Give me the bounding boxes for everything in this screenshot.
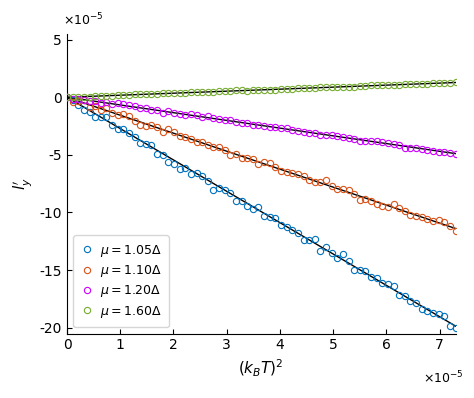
$\mu = 1.10\Delta$ — [165, 127, 171, 132]
$\mu = 1.20\Delta$ — [154, 108, 160, 113]
$\mu = 1.05\Delta$ — [154, 152, 160, 156]
$\mu = 1.60\Delta$ — [64, 95, 70, 100]
$\mu = 1.20\Delta$ — [391, 141, 396, 146]
Line: $\mu = 1.10\Delta$: $\mu = 1.10\Delta$ — [64, 94, 459, 234]
$\mu = 1.05\Delta$ — [278, 222, 284, 227]
$\mu = 1.10\Delta$ — [391, 201, 396, 206]
$\mu = 1.60\Delta$ — [165, 91, 171, 96]
Text: $\times 10^{-5}$: $\times 10^{-5}$ — [423, 369, 463, 386]
$\mu = 1.20\Delta$ — [278, 125, 284, 130]
Text: $\times 10^{-5}$: $\times 10^{-5}$ — [63, 11, 104, 28]
$\mu = 1.60\Delta$ — [154, 91, 160, 96]
$\mu = 1.60\Delta$ — [396, 82, 402, 87]
$\mu = 1.60\Delta$ — [278, 87, 284, 92]
$\mu = 1.10\Delta$ — [278, 169, 284, 174]
$\mu = 1.05\Delta$ — [182, 165, 188, 170]
$\mu = 1.20\Delta$ — [165, 109, 171, 114]
$\mu = 1.60\Delta$ — [453, 80, 458, 85]
Line: $\mu = 1.20\Delta$: $\mu = 1.20\Delta$ — [64, 94, 459, 157]
$\mu = 1.10\Delta$ — [154, 125, 160, 129]
Line: $\mu = 1.05\Delta$: $\mu = 1.05\Delta$ — [64, 94, 459, 332]
$\mu = 1.05\Delta$ — [391, 283, 396, 288]
$\mu = 1.20\Delta$ — [396, 143, 402, 148]
$\mu = 1.10\Delta$ — [396, 206, 402, 211]
$\mu = 1.10\Delta$ — [182, 135, 188, 140]
Legend: $\mu = 1.05\Delta$, $\mu = 1.10\Delta$, $\mu = 1.20\Delta$, $\mu = 1.60\Delta$: $\mu = 1.05\Delta$, $\mu = 1.10\Delta$, … — [73, 235, 169, 327]
Y-axis label: $l^{\prime}_y$: $l^{\prime}_y$ — [11, 178, 34, 190]
$\mu = 1.10\Delta$ — [64, 94, 70, 99]
$\mu = 1.60\Delta$ — [182, 90, 188, 95]
$\mu = 1.60\Delta$ — [391, 82, 396, 87]
$\mu = 1.05\Delta$ — [64, 95, 70, 100]
$\mu = 1.05\Delta$ — [165, 160, 171, 164]
Line: $\mu = 1.60\Delta$: $\mu = 1.60\Delta$ — [64, 79, 459, 100]
$\mu = 1.05\Delta$ — [453, 326, 458, 331]
X-axis label: $(k_BT)^2$: $(k_BT)^2$ — [238, 358, 284, 379]
$\mu = 1.20\Delta$ — [453, 151, 458, 156]
$\mu = 1.05\Delta$ — [396, 293, 402, 297]
$\mu = 1.20\Delta$ — [182, 112, 188, 117]
$\mu = 1.20\Delta$ — [64, 94, 70, 99]
$\mu = 1.10\Delta$ — [453, 229, 458, 234]
